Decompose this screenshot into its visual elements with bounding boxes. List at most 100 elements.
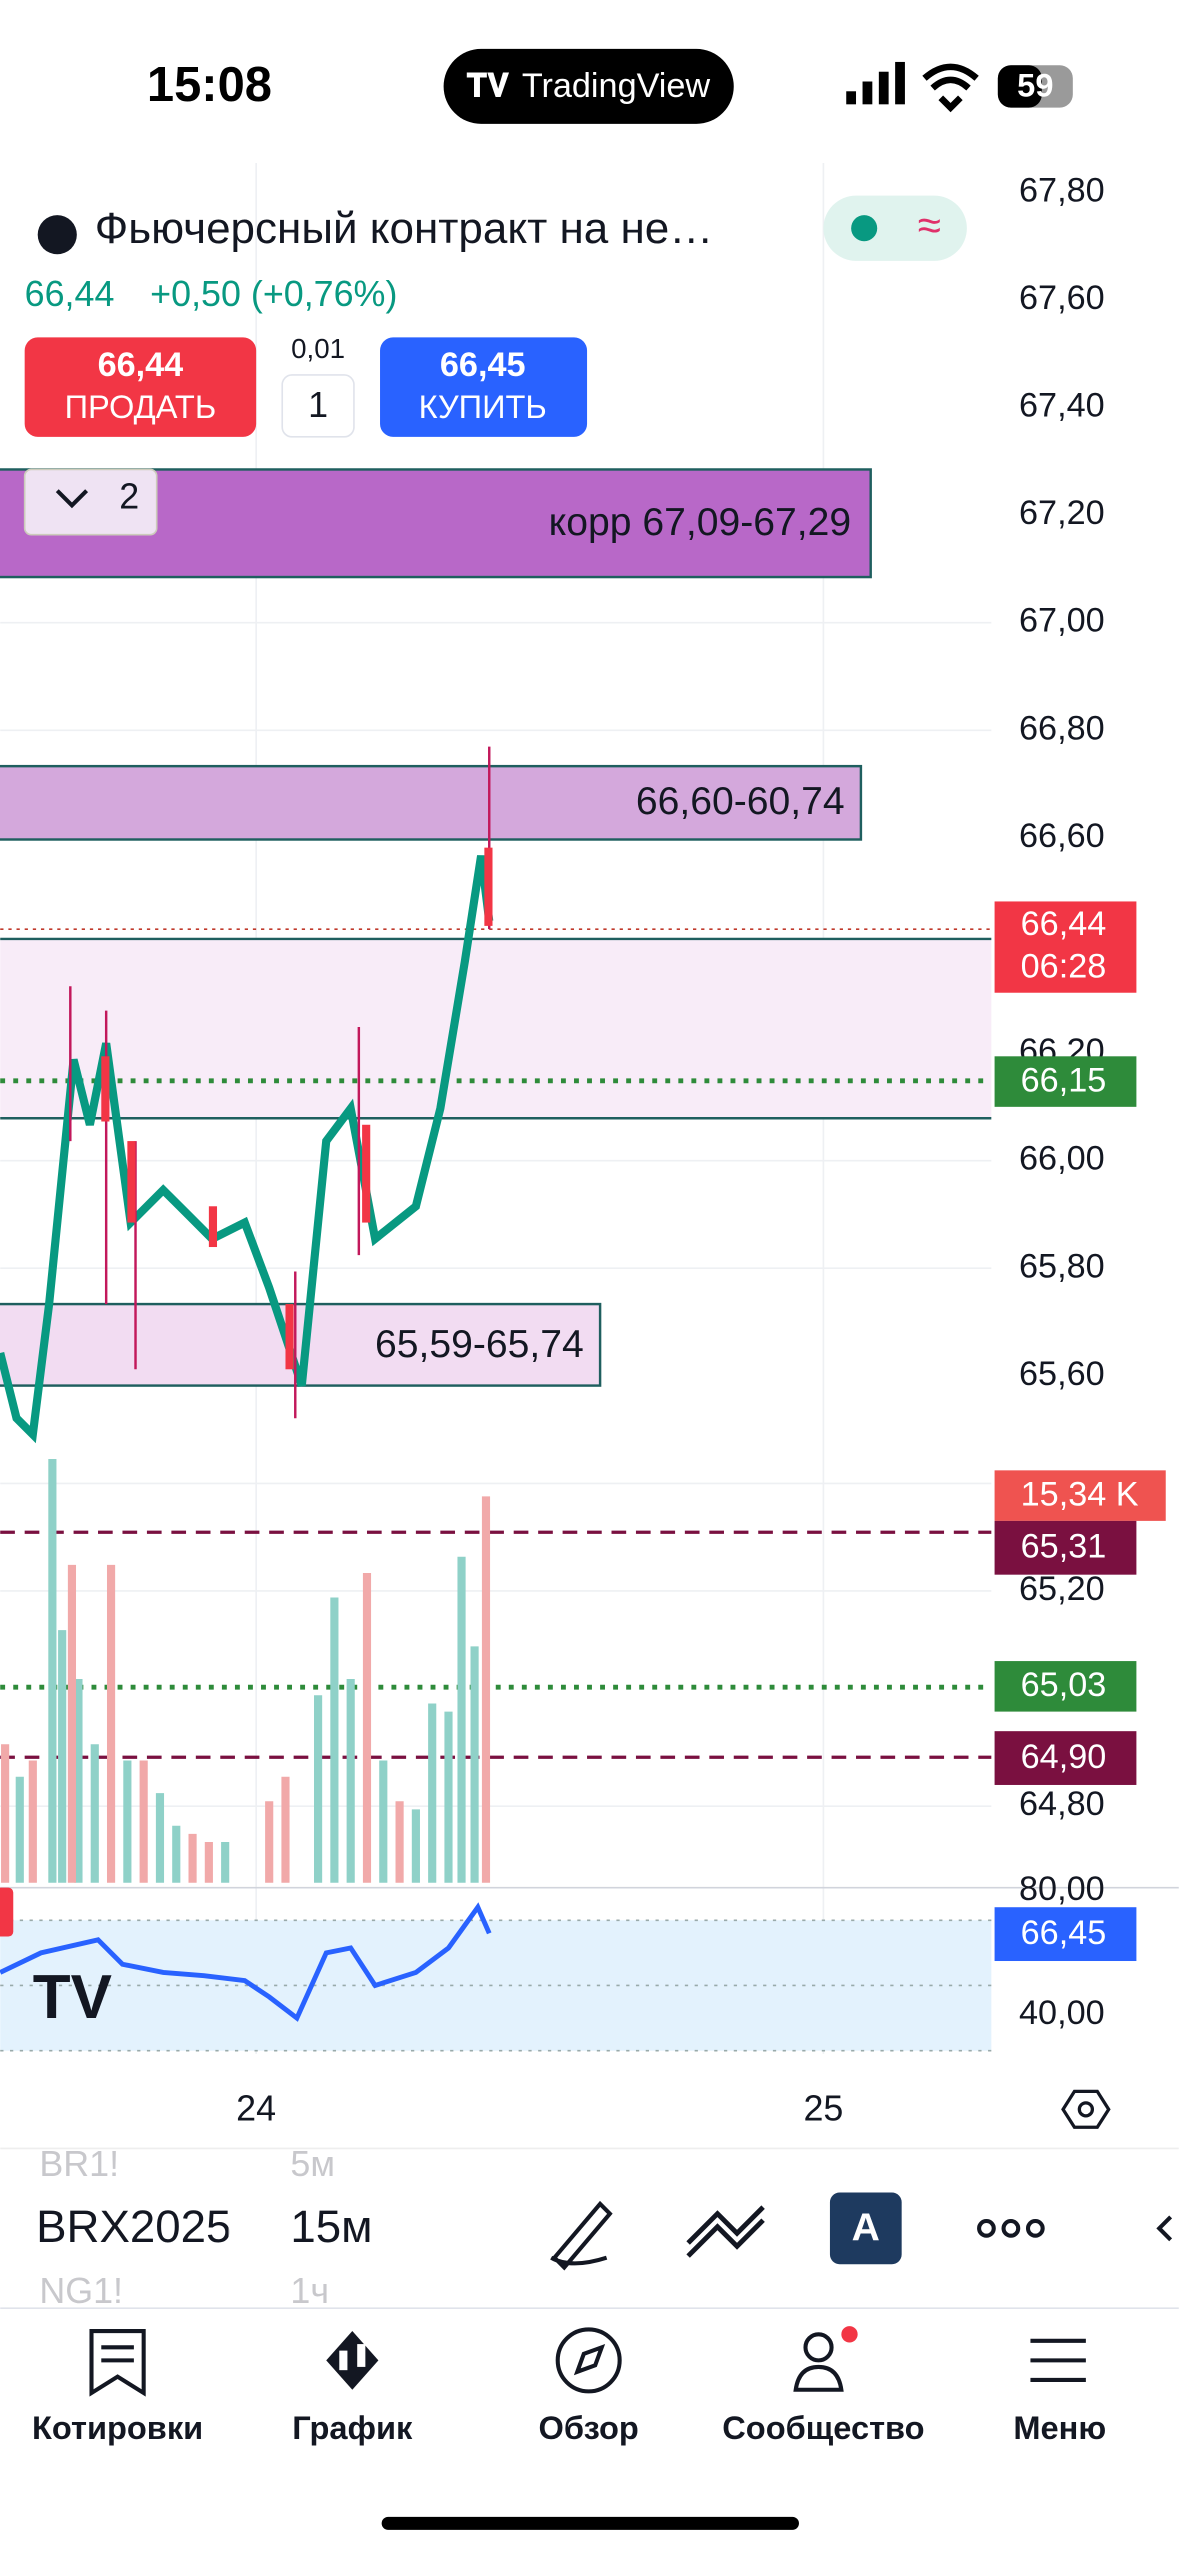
zone-2 [0, 764, 863, 841]
candle-red [101, 847, 493, 1370]
status-time: 15:08 [147, 58, 272, 112]
badge-text: 65,03 [1021, 1666, 1107, 1704]
candle-wicks [69, 746, 491, 1419]
buy-button[interactable] [380, 337, 588, 437]
axis-label: 64,80 [1019, 1785, 1105, 1823]
app-pill [443, 48, 734, 124]
axis-label: 67,80 [1019, 171, 1105, 209]
nav-icon[interactable] [89, 2329, 146, 2397]
market-dot [851, 215, 878, 242]
badge-green [994, 1661, 1137, 1712]
badge-level [994, 1520, 1137, 1575]
indicator-line [0, 1902, 492, 2022]
notification-dot [841, 2326, 858, 2343]
collapse-count: 2 [119, 476, 139, 516]
nav-icon-detail [339, 2350, 348, 2371]
fade-mask [228, 2184, 278, 2276]
badge-text: 06:28 [1021, 947, 1107, 985]
header-price: 66,44 [25, 274, 115, 314]
nav-label[interactable]: Меню [1013, 2409, 1106, 2446]
buy-price: 66,45 [440, 346, 526, 384]
sell-label: ПРОДАТЬ [65, 388, 217, 425]
qty-value: 1 [308, 385, 328, 425]
strategy-glyph: A [852, 2206, 880, 2249]
battery-text: 59 [1017, 67, 1053, 104]
badge-text: 64,90 [1021, 1738, 1107, 1776]
indicators-icon[interactable] [686, 2205, 765, 2258]
indicator-band [0, 1920, 992, 2051]
symbol-next: NG1! [39, 2271, 123, 2311]
symbol-logo [37, 215, 77, 255]
nav-icon-detail [357, 2344, 366, 2367]
settings-dot [1077, 2101, 1095, 2118]
zone-range [0, 938, 992, 1119]
symbol-prev: BR1! [39, 2144, 119, 2184]
badge-text: 66,45 [1021, 1914, 1107, 1952]
axis-label: 67,00 [1019, 602, 1105, 640]
qty-step: 0,01 [291, 333, 345, 364]
badge-text: 65,31 [1021, 1528, 1107, 1566]
axis-label: 80,00 [1019, 1870, 1105, 1908]
chevron [55, 489, 89, 509]
badge-level [994, 1731, 1137, 1785]
axis-label: 66,00 [1019, 1140, 1105, 1178]
interval[interactable]: 15м [290, 2201, 372, 2252]
axis-label: 65,60 [1019, 1355, 1105, 1393]
badge-text: 66,15 [1021, 1061, 1107, 1099]
draw-icon[interactable] [550, 2200, 613, 2271]
axis-label: 66,80 [1019, 709, 1105, 747]
badge-volume [994, 1470, 1166, 1521]
badge-green [994, 1056, 1137, 1107]
wave-icon: ≈ [918, 201, 941, 248]
axis-label: 40,00 [1019, 1994, 1105, 2032]
nav-icon[interactable] [1030, 2338, 1086, 2382]
qty-box[interactable] [281, 374, 355, 438]
app-name: TradingView [522, 67, 711, 105]
home-indicator [381, 2516, 799, 2530]
badge-text: 66,44 [1021, 905, 1107, 943]
nav-label[interactable]: Обзор [539, 2409, 639, 2446]
collapse-button[interactable] [23, 468, 158, 536]
nav-icon[interactable] [555, 2327, 622, 2394]
zone-1-label: корр 67,09-67,29 [549, 501, 851, 544]
back-icon[interactable] [1156, 2215, 1173, 2242]
symbol-title[interactable]: Фьючерсный контракт на не… [95, 204, 714, 253]
interval-next: 1ч [290, 2271, 329, 2311]
sell-button[interactable] [24, 337, 257, 437]
axis-label: 65,20 [1019, 1570, 1105, 1608]
interval-prev: 5м [290, 2144, 335, 2184]
nav-icon[interactable] [326, 2331, 379, 2390]
strategy-icon[interactable] [829, 2192, 902, 2265]
volume [1, 1458, 491, 1883]
settings-icon[interactable] [1061, 2089, 1111, 2129]
zone-3-label: 65,59-65,74 [375, 1323, 584, 1366]
axis-label: 66,60 [1019, 817, 1105, 855]
nav-icon[interactable] [803, 2332, 834, 2363]
nav-icon-detail [573, 2343, 606, 2376]
price-candles [0, 855, 494, 1444]
nav-label[interactable]: График [292, 2409, 413, 2446]
time-label: 24 [236, 2088, 276, 2128]
symbol[interactable]: BRX2025 [36, 2201, 231, 2252]
nav-label[interactable]: Сообщество [722, 2409, 924, 2446]
axis-label: 67,60 [1019, 279, 1105, 317]
status-pill[interactable] [823, 195, 967, 261]
axis-label: 65,80 [1019, 1247, 1105, 1285]
sell-price: 66,44 [98, 346, 184, 384]
price-axis: 67,80 67,60 67,40 67,20 67,00 66,80 66,6… [1019, 171, 1105, 2031]
header-change: +0,50 (+0,76%) [150, 274, 397, 314]
wifi [922, 63, 979, 113]
badge-text: 15,34 K [1021, 1475, 1139, 1513]
signal [846, 61, 905, 105]
more-icon[interactable] [977, 2218, 1045, 2238]
axis-label: 67,20 [1019, 494, 1105, 532]
indicator-marker [0, 1887, 14, 1937]
axis-label: 67,40 [1019, 387, 1105, 425]
tv-watermark: TV [33, 1963, 112, 2032]
nav-label[interactable]: Котировки [32, 2409, 203, 2446]
time-label: 25 [803, 2088, 843, 2128]
app-logo: 𝐓𝐕 [466, 67, 509, 104]
